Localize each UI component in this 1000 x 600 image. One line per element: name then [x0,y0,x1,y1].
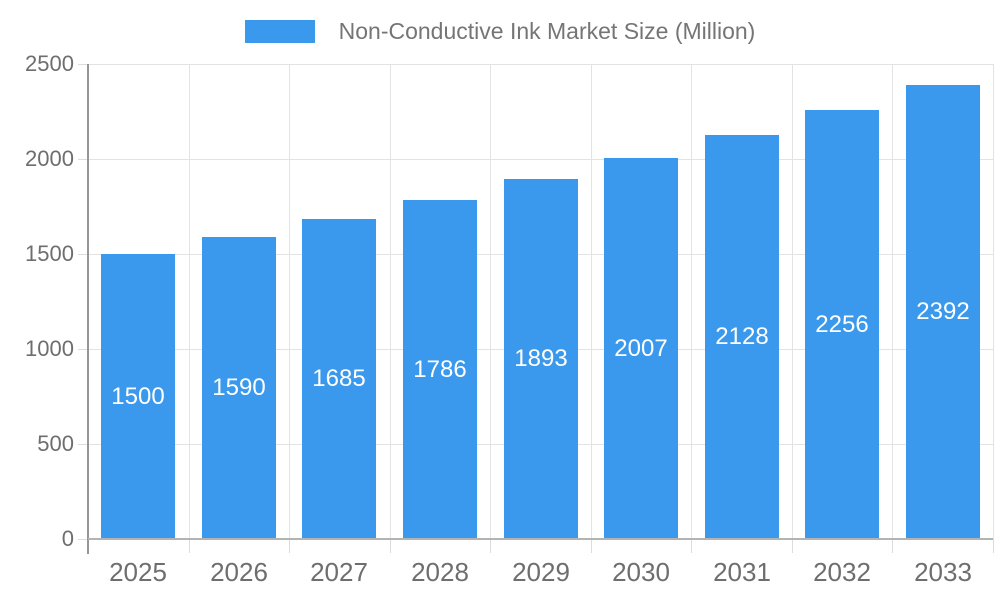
bar-2033[interactable] [906,85,980,539]
x-gridline [892,64,893,539]
y-axis-label: 2500 [25,51,74,76]
bar-2031[interactable] [705,135,779,539]
x-gridline [691,64,692,539]
x-axis-label: 2028 [411,557,469,587]
x-axis-label: 2030 [612,557,670,587]
x-axis-label: 2025 [109,557,167,587]
bar-value-label: 2128 [715,323,769,350]
y-tick [78,254,88,255]
x-tick [691,539,692,553]
x-tick [792,539,793,553]
x-gridline [390,64,391,539]
y-tick [78,159,88,160]
bar-value-label: 1590 [212,374,266,401]
legend-swatch [244,20,315,43]
x-tick [289,539,290,553]
x-tick [390,539,391,553]
bar-value-label: 1786 [413,356,467,383]
y-gridline [88,64,993,65]
x-gridline [189,64,190,539]
x-tick [993,539,994,553]
bar-2028[interactable] [403,200,477,539]
x-axis-label: 2033 [914,557,972,587]
bar-2032[interactable] [805,110,879,539]
y-gridline [88,159,993,160]
x-tick [591,539,592,553]
x-axis-label: 2031 [713,557,771,587]
y-axis-label: 500 [37,431,74,456]
legend-label: Non-Conductive Ink Market Size (Million) [338,18,756,44]
x-gridline [289,64,290,539]
x-tick [189,539,190,553]
bar-value-label: 2392 [916,298,970,325]
y-tick [78,539,88,540]
bar-value-label: 1893 [514,345,568,372]
x-gridline [591,64,592,539]
x-axis-label: 2027 [310,557,368,587]
x-gridline [792,64,793,539]
y-axis-label: 1000 [25,336,74,361]
x-axis-label: 2029 [512,557,570,587]
legend-item[interactable]: Non-Conductive Ink Market Size (Million) [0,18,1000,45]
y-axis-label: 1500 [25,241,74,266]
bar-2025[interactable] [101,254,175,539]
bar-value-label: 2256 [815,311,869,338]
x-gridline [993,64,994,539]
y-tick [78,349,88,350]
x-axis-label: 2026 [210,557,268,587]
bar-2026[interactable] [202,237,276,539]
bar-2029[interactable] [504,179,578,539]
bar-2027[interactable] [302,219,376,539]
bar-2030[interactable] [604,158,678,539]
bar-value-label: 1500 [111,383,165,410]
x-gridline [490,64,491,539]
y-tick [78,444,88,445]
y-axis-label: 2000 [25,146,74,171]
x-axis-label: 2032 [813,557,871,587]
x-tick [892,539,893,553]
y-axis-line [87,64,89,554]
bar-value-label: 1685 [312,365,366,392]
y-tick [78,64,88,65]
x-tick [490,539,491,553]
bar-value-label: 2007 [614,335,668,362]
x-axis-line [88,538,993,540]
y-axis-label: 0 [61,526,74,551]
